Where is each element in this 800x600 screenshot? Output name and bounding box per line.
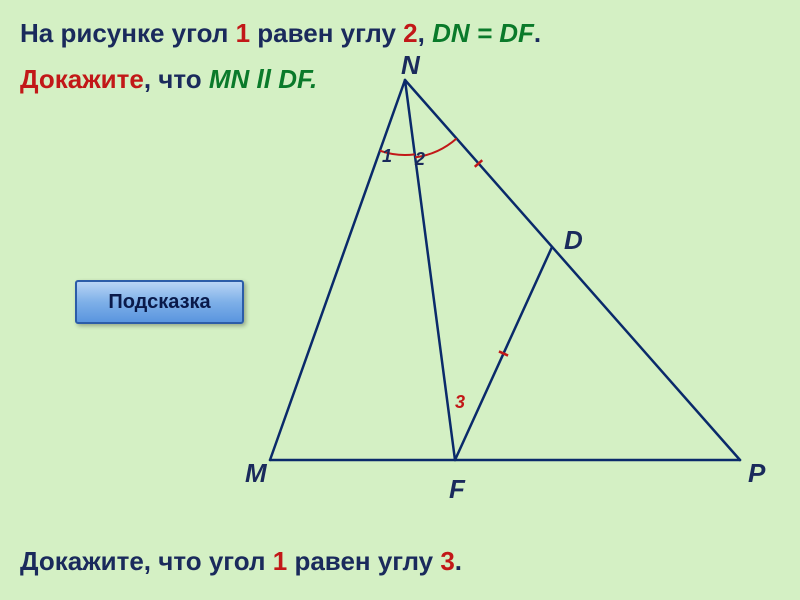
text: равен углу [250, 18, 403, 48]
vertex-label-M: M [245, 458, 267, 489]
svg-text:3: 3 [455, 392, 465, 412]
angle-1: 1 [236, 18, 250, 48]
vertex-label-D: D [564, 225, 583, 256]
geometry-diagram: 123 NMPFD [260, 60, 760, 490]
problem-conclusion: Докажите, что угол 1 равен углу 3. [20, 546, 462, 577]
angle-1: 1 [273, 546, 287, 576]
equality: DN = DF [432, 18, 534, 48]
svg-text:2: 2 [414, 149, 425, 169]
text: Докажите [20, 64, 144, 94]
text: . [534, 18, 541, 48]
text: , [418, 18, 432, 48]
vertex-label-P: P [748, 458, 765, 489]
vertex-label-F: F [449, 474, 465, 505]
hint-button[interactable]: Подсказка [75, 280, 244, 324]
svg-text:1: 1 [382, 146, 392, 166]
text: Докажите, что угол [20, 546, 273, 576]
angle-2: 2 [403, 18, 417, 48]
text: . [455, 546, 462, 576]
angle-3: 3 [440, 546, 454, 576]
diagram-svg: 1 2 3 [260, 60, 760, 490]
text: , что [144, 64, 209, 94]
vertex-label-N: N [401, 50, 420, 81]
text: равен углу [287, 546, 440, 576]
text: На рисунке угол [20, 18, 236, 48]
hint-label: Подсказка [108, 291, 210, 314]
problem-statement-line1: На рисунке угол 1 равен углу 2, DN = DF. [20, 18, 541, 49]
